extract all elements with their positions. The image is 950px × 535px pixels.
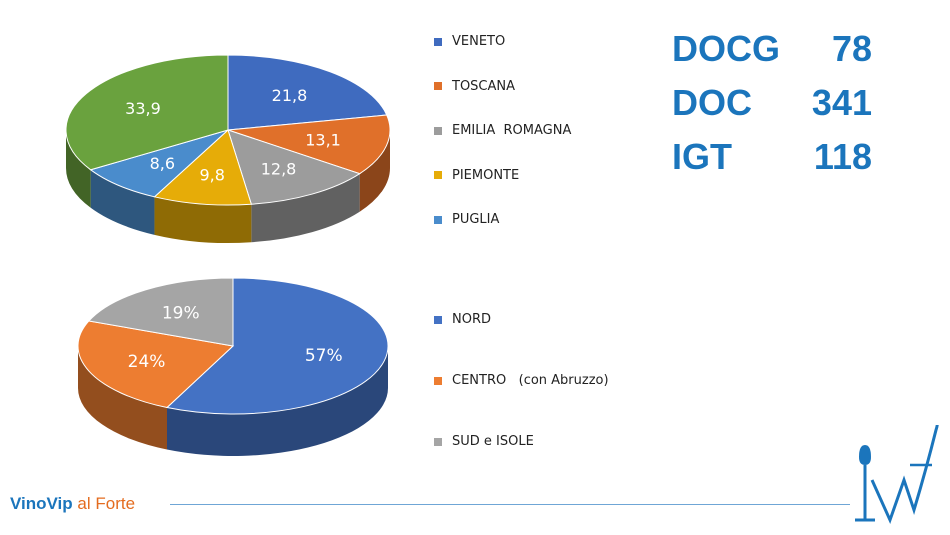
stat-docg: DOCG 78 xyxy=(672,28,872,82)
pie-slice-side xyxy=(78,346,168,450)
legend-swatch xyxy=(434,126,442,135)
legend-item: EMILIA ROMAGNA xyxy=(434,123,571,138)
legend-item: NORD xyxy=(434,312,491,327)
pie-data-label: 57% xyxy=(305,346,343,366)
stat-value: 341 xyxy=(811,82,872,123)
brand-suffix: al Forte xyxy=(72,494,136,513)
stat-value: 118 xyxy=(813,136,872,177)
stat-igt: IGT 118 xyxy=(672,136,872,190)
legend-item: TOSCANA xyxy=(434,79,515,94)
pie-slice-side xyxy=(154,196,252,243)
pie-data-label: 9,8 xyxy=(199,165,224,184)
legend-item: PIEMONTE xyxy=(434,168,519,183)
pie-slice-side xyxy=(66,130,91,208)
pie-chart-macroareas: 57% 24% 19% xyxy=(77,277,389,456)
pie-slice xyxy=(227,54,388,131)
legend-swatch xyxy=(434,215,442,224)
vinovip-logo xyxy=(855,425,939,525)
pie-slice xyxy=(77,320,235,409)
pie-data-label: 13,1 xyxy=(305,130,341,149)
legend-item: CENTRO (con Abruzzo) xyxy=(434,373,609,388)
pie-data-label: 33,9 xyxy=(125,99,161,118)
pie-slice xyxy=(65,54,229,171)
pie-data-label: 19% xyxy=(162,303,200,323)
legend-swatch xyxy=(434,376,442,385)
legend-swatch xyxy=(434,437,442,446)
legend-label: EMILIA ROMAGNA xyxy=(452,123,572,138)
pie-slice-side xyxy=(167,346,388,456)
stat-label: DOC xyxy=(672,82,752,123)
legend-item: SUD e ISOLE xyxy=(434,434,534,449)
pie-slice xyxy=(227,129,361,205)
legend-label: CENTRO (con Abruzzo) xyxy=(452,373,609,388)
legend-label: NORD xyxy=(452,312,491,327)
pie-slice xyxy=(227,114,391,175)
pie-slice-side xyxy=(359,130,391,212)
pie-slice xyxy=(165,277,389,415)
footer-divider xyxy=(170,504,850,505)
pie-data-label: 8,6 xyxy=(150,154,175,173)
pie-slice xyxy=(153,129,252,206)
stat-label: DOCG xyxy=(672,28,780,69)
legend-swatch xyxy=(434,171,442,179)
pie-data-label: 24% xyxy=(128,352,166,372)
pie-chart-regions: 21,8 13,1 12,8 9,8 8,6 33,9 xyxy=(65,54,391,243)
pie-slice-side xyxy=(251,173,360,243)
legend-label: PIEMONTE xyxy=(452,167,520,183)
legend-swatch xyxy=(434,37,442,46)
legend-item: VENETO xyxy=(434,34,505,49)
pie-data-label: 21,8 xyxy=(272,86,308,105)
legend-label: SUD e ISOLE xyxy=(452,434,534,449)
brand-name: VinoVip xyxy=(10,494,73,513)
legend-label: PUGLIA xyxy=(452,212,500,227)
denomination-stats: DOCG 78 DOC 341 IGT 118 xyxy=(672,28,872,190)
footer-brand: VinoVip al Forte xyxy=(10,494,135,514)
legend-swatch xyxy=(434,315,442,324)
pie-slice xyxy=(87,277,234,347)
legend-swatch xyxy=(434,82,442,90)
legend-label: VENETO xyxy=(452,34,506,49)
stat-label: IGT xyxy=(672,136,732,177)
pie-slice xyxy=(89,129,229,198)
pie-data-label: 12,8 xyxy=(261,159,297,178)
legend-label: TOSCANA xyxy=(452,78,516,94)
pie-slice-side xyxy=(90,169,155,235)
stat-value: 78 xyxy=(831,28,872,69)
stat-doc: DOC 341 xyxy=(672,82,872,136)
legend-item: PUGLIA xyxy=(434,212,499,227)
